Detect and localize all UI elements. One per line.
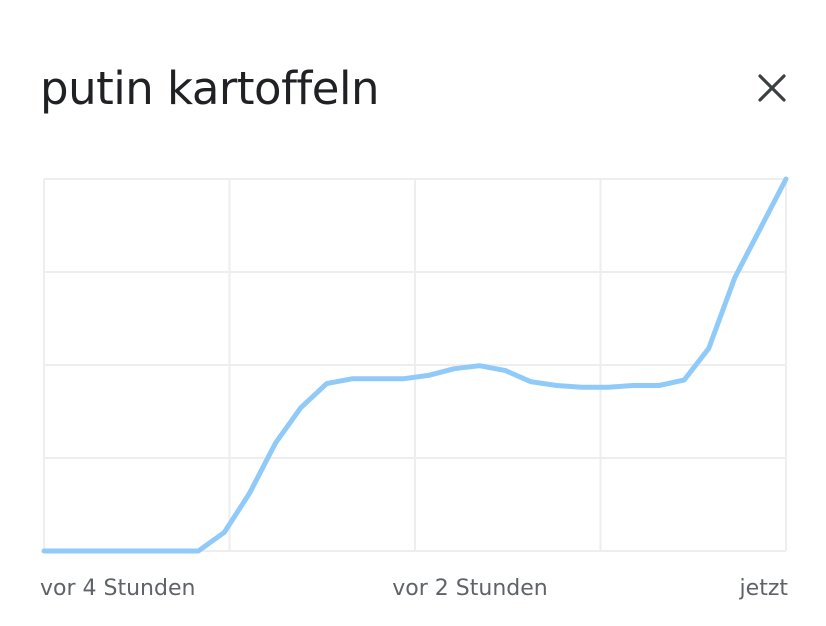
close-icon <box>758 74 786 102</box>
series-line <box>41 176 789 554</box>
close-button[interactable] <box>748 64 796 112</box>
page-title: putin kartoffeln <box>40 62 379 115</box>
x-tick-label: vor 2 Stunden <box>392 576 547 601</box>
x-tick-label: vor 4 Stunden <box>40 576 195 601</box>
x-tick-label: jetzt <box>739 576 789 601</box>
